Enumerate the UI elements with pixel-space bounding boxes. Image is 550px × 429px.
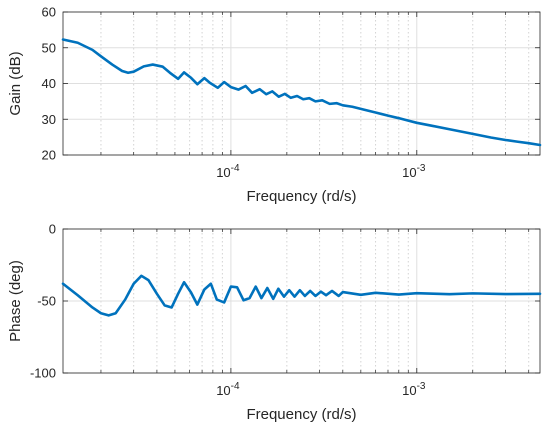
phase-series-line: [61, 274, 542, 317]
phase-x-tick-exponent: -4: [231, 381, 240, 392]
phase-panel: -100-500 10-4 10-3 Frequency (rd/s) Phase…: [7, 222, 542, 423]
gain-ticks: [63, 11, 540, 156]
gain-y-tick-labels: 20 30 40 50 60: [42, 5, 56, 163]
phase-y-tick-labels: -100 -50 0: [30, 222, 56, 381]
gain-x-tick-label: 10-3: [402, 163, 426, 180]
gain-x-tick-labels: 10-4 10-3: [216, 163, 426, 180]
gain-x-tick-exponent: -3: [417, 163, 426, 174]
phase-x-tick-label: 10-3: [402, 381, 426, 398]
gain-x-tick-label: 10-4: [216, 163, 240, 180]
gain-series-line: [61, 38, 542, 147]
phase-y-tick-label: 0: [49, 222, 56, 237]
phase-x-tick-labels: 10-4 10-3: [216, 381, 426, 398]
phase-x-tick-base: 10: [216, 383, 230, 398]
phase-ticks: [63, 228, 540, 374]
gain-y-tick-label: 40: [42, 76, 56, 91]
phase-x-tick-base: 10: [402, 383, 416, 398]
phase-x-tick-label: 10-4: [216, 381, 240, 398]
phase-y-tick-label: -100: [30, 366, 56, 381]
phase-y-axis-label: Phase (deg): [7, 260, 24, 342]
phase-y-tick-label: -50: [37, 294, 56, 309]
gain-x-axis-label: Frequency (rd/s): [246, 188, 356, 205]
gain-y-tick-label: 50: [42, 40, 56, 55]
gain-y-tick-label: 60: [42, 5, 56, 20]
gain-x-tick-base: 10: [402, 165, 416, 180]
gain-y-axis-label: Gain (dB): [7, 51, 24, 115]
gain-y-tick-label: 20: [42, 148, 56, 163]
phase-x-tick-exponent: -3: [417, 381, 426, 392]
gain-x-tick-exponent: -4: [231, 163, 240, 174]
gain-x-tick-base: 10: [216, 165, 230, 180]
phase-x-axis-label: Frequency (rd/s): [246, 406, 356, 423]
gain-y-tick-label: 30: [42, 112, 56, 127]
